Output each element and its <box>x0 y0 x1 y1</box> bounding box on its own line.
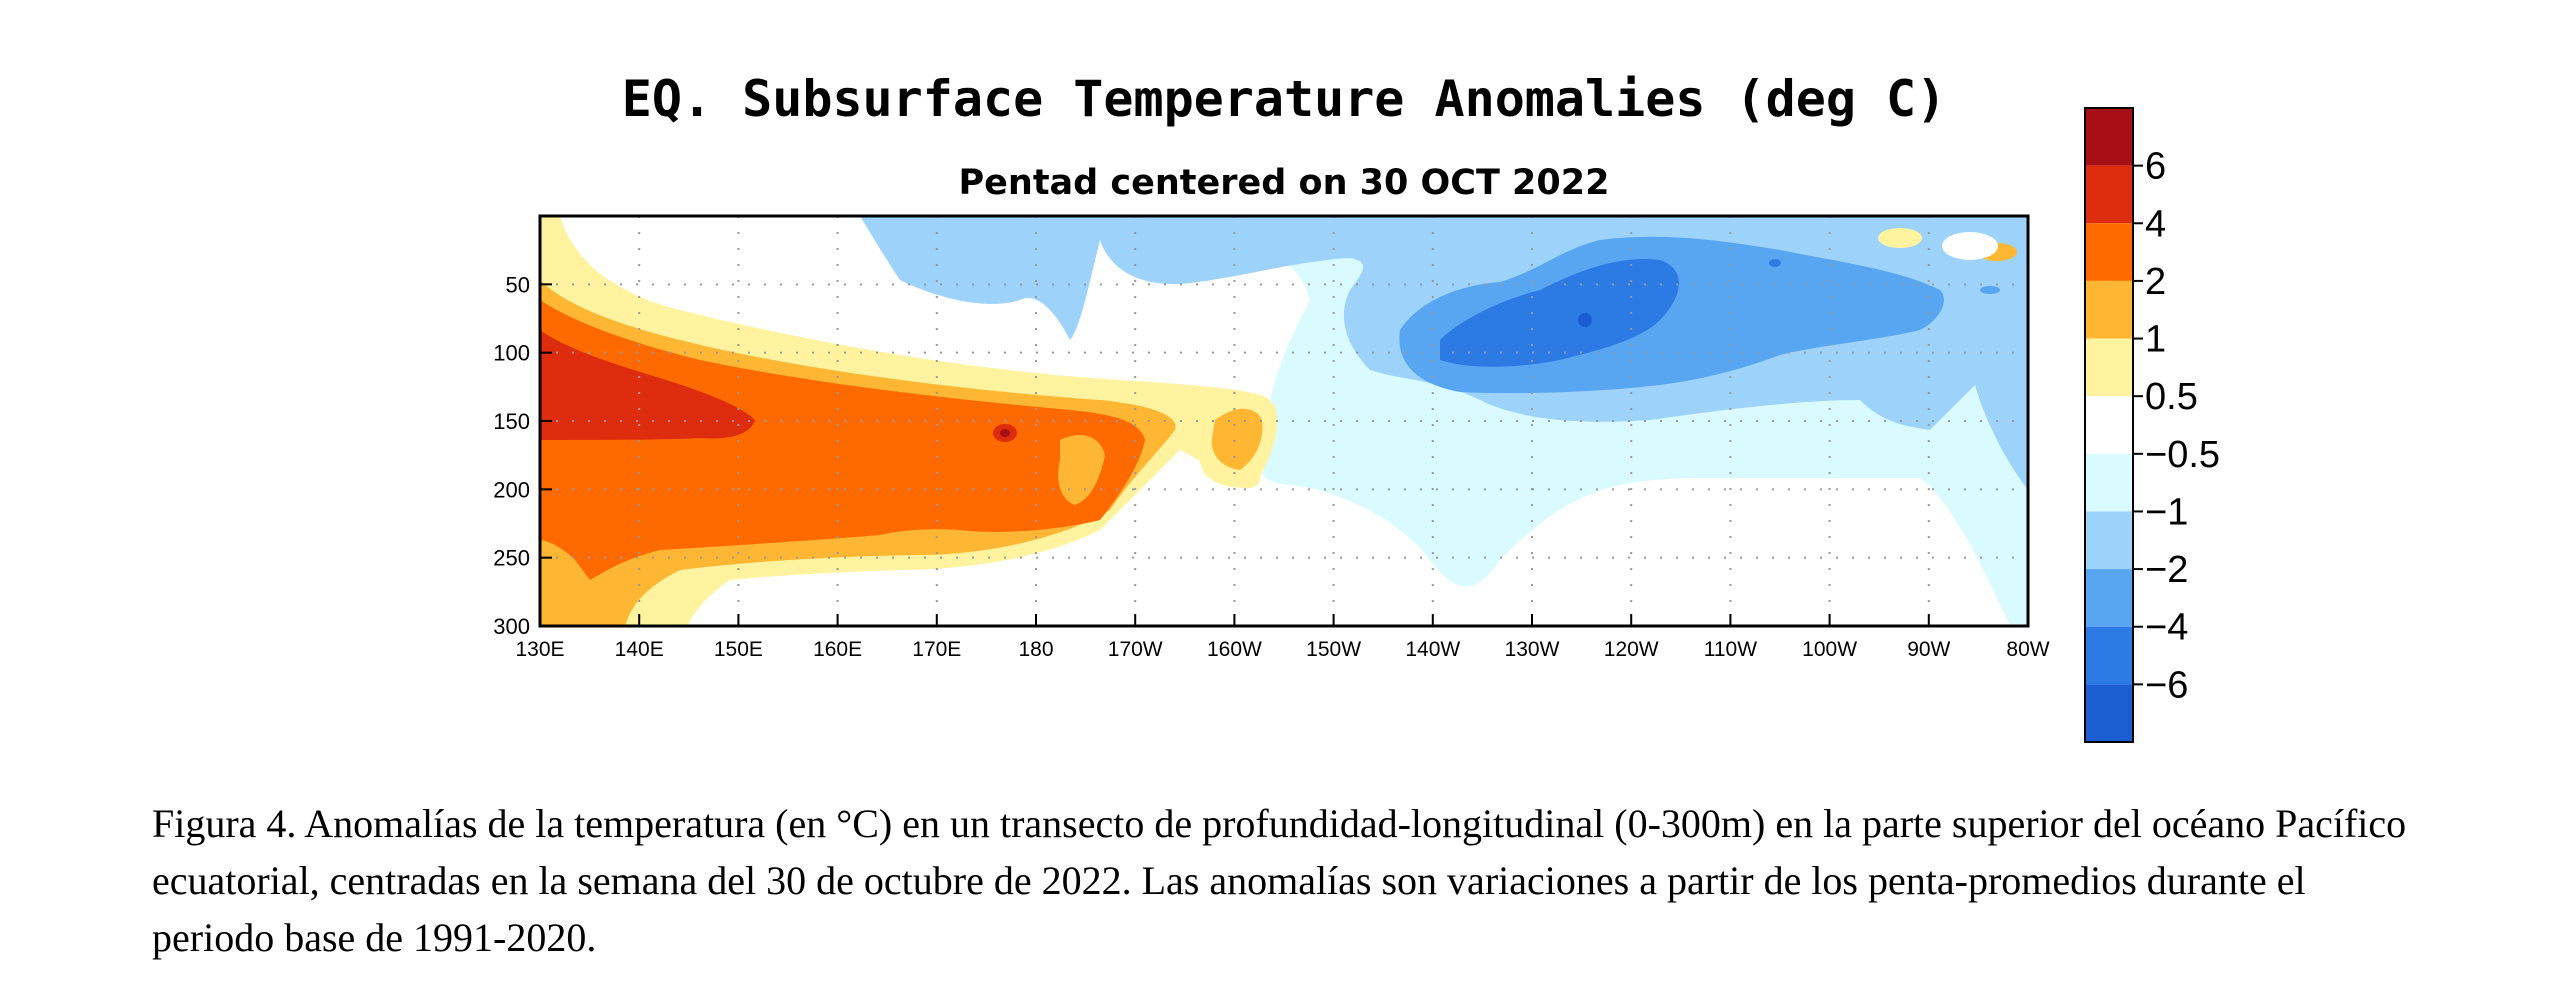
x-tick-label: 150W <box>1306 638 1361 661</box>
x-tick-label: 160W <box>1207 638 1262 661</box>
colorbar-swatch <box>2085 165 2133 224</box>
colorbar-frame <box>2084 107 2134 743</box>
anomaly-region-warm-4 <box>540 330 755 440</box>
y-tick-label: 50 <box>506 272 530 297</box>
colorbar-swatch <box>2085 569 2133 627</box>
y-tick-label: 250 <box>493 546 530 571</box>
colorbar-swatch <box>2085 511 2133 570</box>
colorbar-swatch <box>2085 626 2133 685</box>
colorbar-label: −4 <box>2145 607 2188 649</box>
anomaly-spot-cold-small <box>1769 259 1781 267</box>
x-tick-label: 150E <box>714 638 763 661</box>
x-tick-label: 170E <box>912 638 961 661</box>
x-tick-label: 90W <box>1907 638 1950 661</box>
x-tick-label: 130E <box>515 638 564 661</box>
y-axis: 50 100 150 200 250 300 <box>493 272 552 639</box>
colorbar-label: 4 <box>2145 203 2166 245</box>
figure-caption: Figura 4. Anomalías de la temperatura (e… <box>152 801 2407 960</box>
colorbar-label: 0.5 <box>2145 376 2198 418</box>
colorbar-label: −1 <box>2145 491 2188 533</box>
x-tick-label: 100W <box>1802 638 1857 661</box>
heatmap-field <box>540 216 2028 626</box>
anomaly-spot-warm-6 <box>1000 429 1010 437</box>
x-tick-label: 160E <box>813 638 862 661</box>
x-tick-label: 110W <box>1704 638 1757 661</box>
y-tick-label: 100 <box>493 341 530 366</box>
colorbar-swatch <box>2085 453 2133 512</box>
anomaly-spot-cold-east <box>1980 286 2000 294</box>
y-tick-label: 150 <box>493 409 530 434</box>
y-tick-label: 300 <box>493 614 530 639</box>
anomaly-spot-neutral-east <box>1942 232 1998 260</box>
x-tick-label: 130W <box>1505 638 1560 661</box>
anomaly-region-warm-1b <box>1211 408 1263 470</box>
anomaly-notch-warm-2 <box>1058 435 1105 505</box>
anomaly-region-cold-6 <box>1440 259 1679 367</box>
colorbar: 6 4 2 1 0.5 −0.5 −1 −2 −4 −6 <box>2084 107 2220 743</box>
anomaly-region-warm-2 <box>540 300 1145 580</box>
colorbar-swatch <box>2085 338 2133 397</box>
anomaly-spot-warm-east-1 <box>1878 228 1922 248</box>
anomaly-spot-cold-deep <box>1578 313 1592 327</box>
colorbar-swatch <box>2085 280 2133 339</box>
x-tick-label: 140W <box>1405 638 1460 661</box>
x-tick-label: 120W <box>1604 638 1659 661</box>
colorbar-swatch <box>2085 108 2133 166</box>
chart-subtitle: Pentad centered on 30 OCT 2022 <box>959 163 1610 203</box>
x-tick-label: 140E <box>615 638 664 661</box>
colorbar-swatch <box>2085 223 2133 281</box>
colorbar-label: 6 <box>2145 146 2166 188</box>
colorbar-swatch <box>2085 396 2133 454</box>
y-tick-label: 200 <box>493 477 530 502</box>
x-tick-label: 170W <box>1108 638 1163 661</box>
colorbar-label: 2 <box>2145 261 2166 303</box>
colorbar-label: −0.5 <box>2145 434 2220 476</box>
x-tick-label: 80W <box>2006 638 2049 661</box>
x-axis: 130E 140E 150E 160E 170E 180 170W 160W 150W 140W 1… <box>515 614 2050 661</box>
anomaly-region-cold-1-east <box>2005 500 2028 626</box>
colorbar-label: −6 <box>2145 664 2188 706</box>
x-tick-label: 180 <box>1018 638 1053 661</box>
chart-title: EQ. Subsurface Temperature Anomalies (de… <box>622 70 1947 128</box>
colorbar-label: 1 <box>2145 319 2166 361</box>
colorbar-label: −2 <box>2145 549 2188 591</box>
colorbar-swatch <box>2085 684 2133 742</box>
anomaly-region-warm-2b <box>1018 454 1045 505</box>
